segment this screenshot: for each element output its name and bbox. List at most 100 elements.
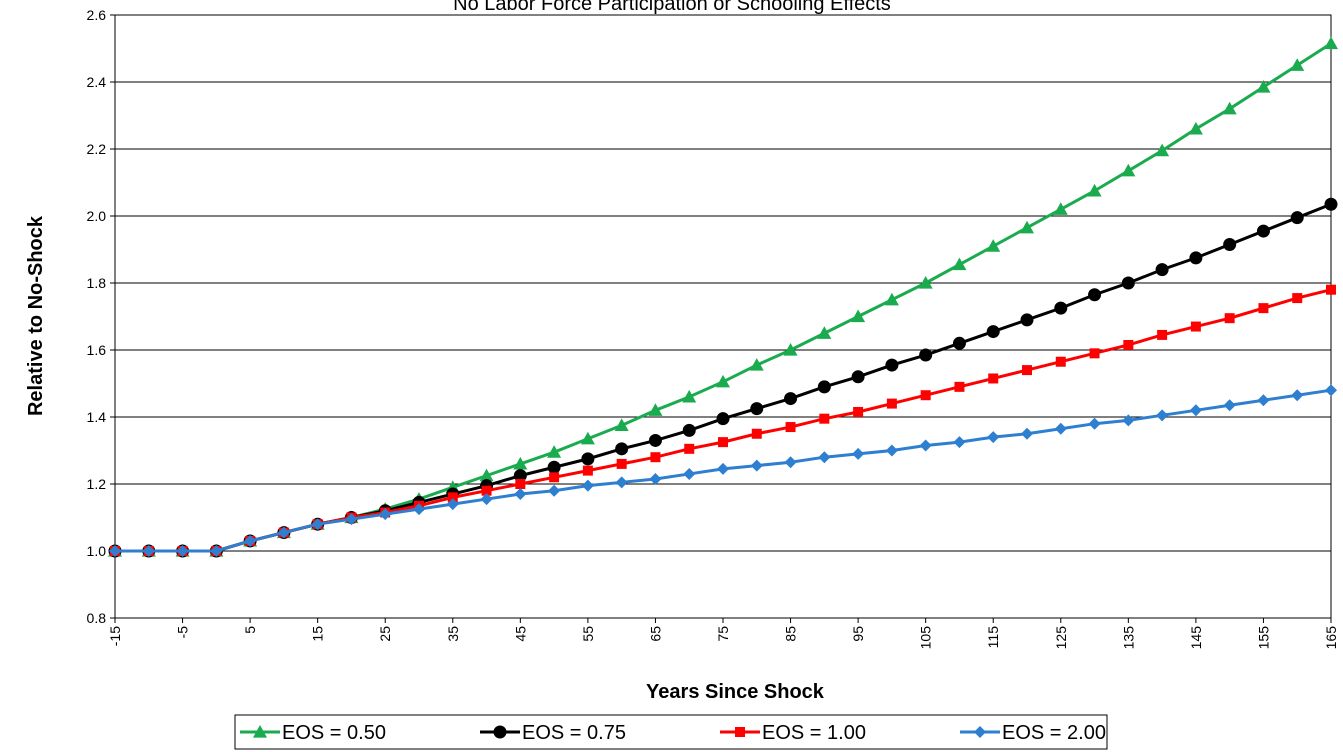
data-point bbox=[1224, 313, 1235, 324]
data-point bbox=[818, 451, 831, 464]
x-tick-label: 135 bbox=[1120, 626, 1136, 650]
x-tick-label: 55 bbox=[580, 626, 596, 642]
data-point bbox=[952, 257, 967, 271]
data-point bbox=[1121, 163, 1136, 177]
data-point bbox=[1324, 197, 1338, 211]
data-point bbox=[717, 462, 729, 475]
y-tick-label: 1.6 bbox=[87, 342, 107, 358]
data-point bbox=[582, 465, 593, 476]
data-point bbox=[481, 485, 492, 496]
data-point bbox=[885, 358, 899, 372]
data-point bbox=[1156, 409, 1169, 422]
data-point bbox=[988, 373, 999, 384]
data-point bbox=[853, 406, 864, 417]
data-point bbox=[1121, 276, 1135, 290]
legend-label: EOS = 1.00 bbox=[762, 722, 866, 744]
data-point bbox=[547, 445, 562, 458]
data-point bbox=[819, 413, 830, 424]
data-point bbox=[514, 488, 527, 501]
data-point bbox=[1055, 356, 1066, 367]
data-point bbox=[549, 472, 560, 483]
data-point bbox=[447, 492, 458, 503]
x-tick-label: 95 bbox=[850, 626, 866, 642]
data-point bbox=[784, 392, 798, 406]
data-point bbox=[210, 545, 223, 557]
data-point bbox=[851, 309, 866, 323]
data-point bbox=[277, 526, 290, 539]
data-point bbox=[614, 418, 629, 431]
y-tick-label: 2.2 bbox=[87, 141, 107, 157]
x-tick-label: 125 bbox=[1053, 626, 1069, 650]
data-point bbox=[1290, 58, 1305, 71]
data-point bbox=[952, 336, 966, 350]
data-point bbox=[1324, 36, 1338, 50]
data-point bbox=[817, 380, 831, 394]
data-point bbox=[750, 459, 763, 472]
data-point bbox=[615, 442, 629, 456]
y-tick-label: 2.6 bbox=[87, 7, 107, 23]
x-tick-label: -15 bbox=[107, 626, 123, 646]
y-axis-title: Relative to No-Shock bbox=[25, 215, 47, 416]
data-point bbox=[1292, 293, 1303, 304]
data-point bbox=[716, 412, 730, 426]
data-point bbox=[1087, 183, 1102, 197]
x-tick-label: 5 bbox=[242, 626, 258, 634]
data-point bbox=[682, 423, 696, 437]
data-point bbox=[784, 456, 797, 469]
data-point bbox=[1155, 263, 1169, 277]
data-point bbox=[885, 444, 898, 457]
data-point bbox=[581, 452, 595, 466]
data-point bbox=[918, 276, 933, 289]
data-point bbox=[851, 370, 865, 384]
y-tick-label: 2.0 bbox=[87, 208, 107, 224]
data-point bbox=[1020, 313, 1034, 327]
data-point bbox=[142, 545, 155, 557]
x-tick-label: 75 bbox=[715, 626, 731, 642]
data-point bbox=[311, 518, 324, 531]
data-point bbox=[515, 479, 526, 489]
x-tick-label: 65 bbox=[647, 626, 663, 642]
x-tick-label: 105 bbox=[918, 626, 934, 650]
data-point bbox=[1190, 321, 1201, 332]
data-point bbox=[716, 374, 730, 388]
data-point bbox=[1258, 303, 1269, 314]
data-point bbox=[920, 390, 931, 401]
legend-marker bbox=[253, 725, 267, 738]
data-point bbox=[1257, 394, 1270, 407]
data-point bbox=[1223, 237, 1237, 251]
data-point bbox=[750, 402, 764, 416]
data-point bbox=[919, 348, 933, 362]
data-point bbox=[648, 403, 663, 416]
y-tick-label: 1.2 bbox=[87, 476, 107, 492]
data-point bbox=[648, 433, 662, 447]
data-point bbox=[413, 503, 425, 516]
data-point bbox=[650, 452, 661, 463]
data-point bbox=[783, 343, 798, 356]
x-tick-label: 85 bbox=[783, 626, 799, 642]
data-point bbox=[1123, 339, 1134, 350]
data-point bbox=[479, 468, 494, 482]
data-point bbox=[649, 472, 662, 485]
x-tick-label: 35 bbox=[445, 626, 461, 642]
data-point bbox=[1088, 288, 1102, 302]
x-axis-title: Years Since Shock bbox=[646, 681, 825, 703]
data-point bbox=[1157, 329, 1168, 340]
data-point bbox=[749, 358, 764, 371]
data-point bbox=[1189, 251, 1203, 265]
data-point bbox=[1326, 284, 1336, 295]
data-point bbox=[1053, 202, 1068, 215]
data-point bbox=[986, 325, 1000, 339]
data-point bbox=[884, 292, 899, 306]
data-point bbox=[1222, 101, 1237, 115]
data-point bbox=[987, 431, 1000, 444]
data-point bbox=[1054, 422, 1067, 435]
data-point bbox=[513, 469, 527, 483]
y-tick-label: 0.8 bbox=[87, 610, 107, 626]
data-point bbox=[1223, 399, 1236, 412]
data-point bbox=[886, 398, 897, 409]
data-point bbox=[1325, 384, 1337, 397]
data-point bbox=[986, 239, 1001, 252]
y-tick-label: 1.0 bbox=[87, 543, 107, 559]
x-tick-label: 115 bbox=[985, 626, 1001, 649]
